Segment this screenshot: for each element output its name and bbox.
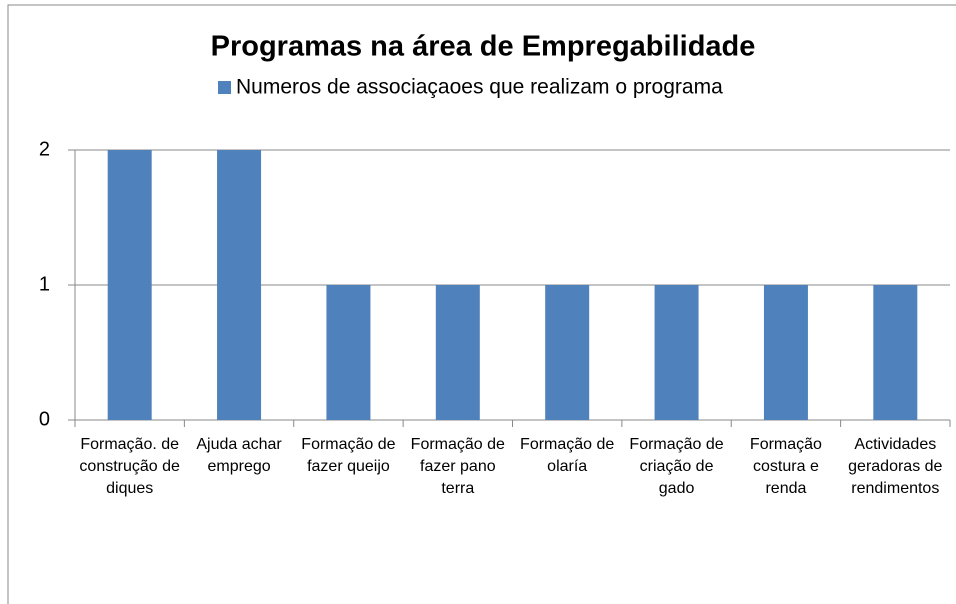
x-tick-label: Formação de fazer queijo (301, 436, 396, 475)
legend-swatch (218, 81, 231, 94)
bar (217, 150, 262, 420)
x-tick-label: Ajuda achar emprego (196, 436, 282, 475)
x-tick-label: Formação de olaría (520, 436, 615, 475)
y-tick-label: 1 (39, 273, 50, 295)
x-tick-label: Formação de criação de gado (629, 436, 724, 497)
bar (654, 285, 699, 420)
x-tick-label: Actividades geradoras de rendimentos (848, 436, 943, 497)
x-tick-label: Formação de fazer pano terra (410, 436, 505, 497)
bar (326, 285, 371, 420)
y-tick-label: 2 (39, 138, 50, 160)
x-tick-label: Formação. de construção de diques (79, 436, 180, 497)
legend-label: Numeros de associaçaoes que realizam o p… (236, 76, 723, 99)
y-tick-label: 0 (39, 408, 50, 430)
bar (763, 285, 808, 420)
bar (435, 285, 480, 420)
bar (107, 150, 152, 420)
chart-title: Programas na área de Empregabilidade (211, 31, 756, 63)
x-tick-label: Formação costura e renda (749, 436, 822, 497)
bar (873, 285, 918, 420)
bar (545, 285, 590, 420)
